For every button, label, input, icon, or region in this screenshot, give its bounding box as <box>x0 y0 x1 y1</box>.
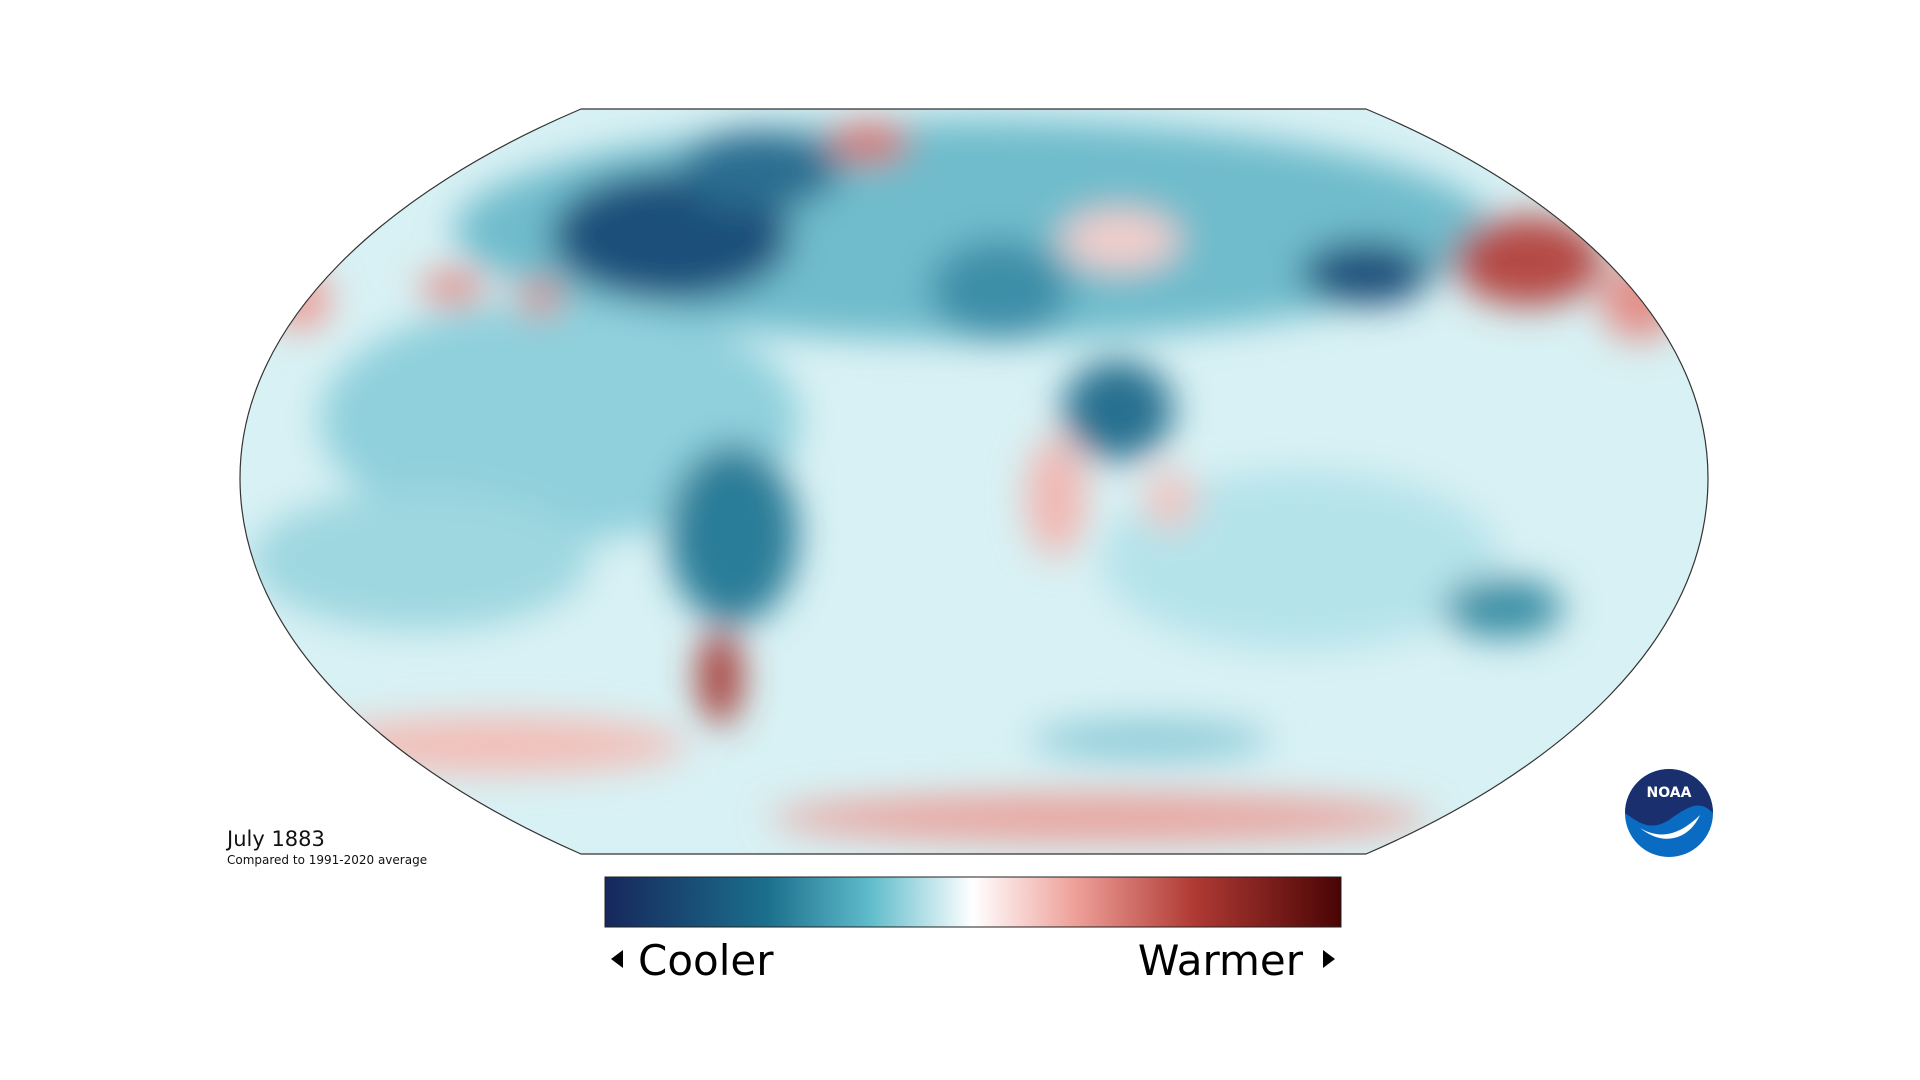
color-bar <box>604 876 1342 928</box>
map-title: July 1883 <box>225 827 325 851</box>
anomaly-field <box>240 109 1708 854</box>
map-subtitle: Compared to 1991-2020 average <box>227 853 427 867</box>
warmer-arrow <box>1323 950 1335 968</box>
map-outline <box>239 108 1709 855</box>
cooler-arrow <box>611 950 623 968</box>
noaa-logo: NOAA <box>1625 769 1713 857</box>
legend-high-label: Warmer <box>1138 936 1304 985</box>
legend-low-label: Cooler <box>638 936 774 985</box>
logo-text: NOAA <box>1647 785 1692 801</box>
